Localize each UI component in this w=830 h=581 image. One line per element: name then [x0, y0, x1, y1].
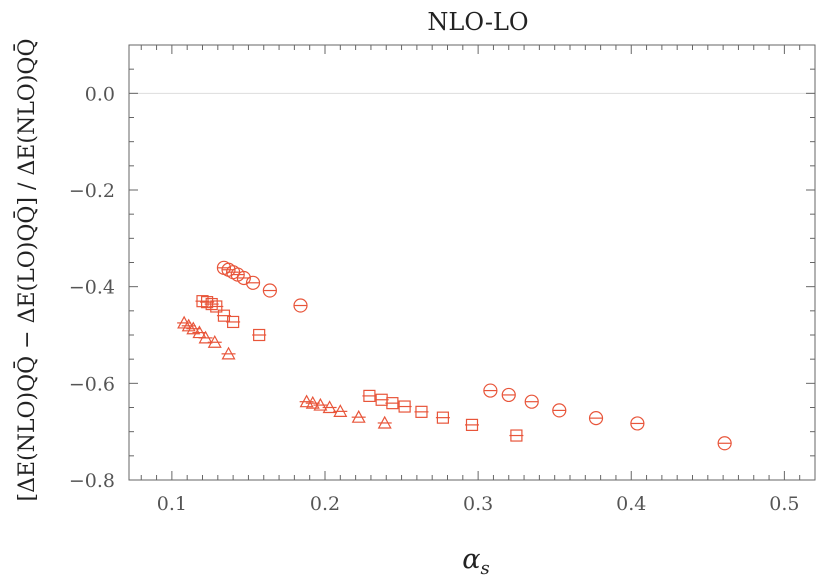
data-point-square: [509, 429, 524, 442]
data-point-square: [385, 397, 400, 410]
data-point-square: [414, 405, 429, 418]
y-axis-ticks: 0.0 −0.2 −0.4 −0.6 −0.8: [69, 44, 815, 492]
data-point-square: [362, 389, 377, 402]
plot-border: [128, 44, 816, 481]
x-tick-label: 0.4: [616, 493, 646, 515]
y-tick-label: −0.2: [69, 180, 115, 202]
data-point-circle: [262, 283, 277, 298]
data-point-circle: [717, 436, 732, 451]
data-point-square: [226, 315, 241, 329]
data-point-triangle: [207, 334, 222, 348]
x-tick-label: 0.1: [157, 493, 187, 515]
data-point-square: [209, 300, 224, 313]
data-point-triangle: [299, 394, 314, 408]
data-point-square: [195, 295, 210, 308]
data-point-triangle: [333, 404, 348, 417]
y-tick-label: −0.8: [69, 470, 115, 492]
data-point-square: [204, 297, 219, 311]
data-point-circle: [524, 394, 539, 409]
data-point-circle: [630, 416, 645, 431]
data-point-triangle: [221, 346, 236, 360]
data-points: [177, 260, 732, 451]
x-tick-label: 0.3: [463, 493, 493, 515]
data-point-square: [216, 309, 231, 322]
data-point-circle: [483, 383, 498, 398]
x-axis-label: αs: [462, 544, 489, 579]
data-point-circle: [245, 275, 261, 290]
data-point-square: [200, 296, 215, 309]
y-tick-label: −0.4: [69, 277, 115, 299]
data-point-triangle: [198, 330, 213, 344]
data-point-square: [252, 328, 267, 342]
y-tick-label: −0.6: [69, 373, 115, 395]
x-tick-label: 0.2: [310, 493, 340, 515]
data-point-circle: [588, 411, 604, 426]
x-tick-label: 0.5: [769, 493, 799, 515]
y-axis-label: [ΔE(NLO)QQ̄ − ΔE(LO)QQ̄] / ΔE(NLO)QQ̄: [13, 39, 40, 502]
data-point-triangle: [351, 409, 366, 423]
x-axis-ticks: 0.1 0.2 0.3 0.4 0.5: [140, 45, 816, 515]
data-point-square: [465, 418, 479, 431]
y-tick-label: 0.0: [85, 83, 115, 105]
data-point-square: [435, 411, 450, 424]
data-point-triangle: [322, 400, 337, 414]
data-point-circle: [552, 403, 567, 418]
data-point-triangle: [305, 395, 320, 409]
plot-frame: [128, 44, 816, 481]
data-point-triangle: [377, 415, 392, 429]
data-point-circle: [293, 298, 308, 313]
chart-title: NLO-LO: [427, 8, 528, 36]
data-point-circle: [501, 387, 516, 403]
data-point-square: [397, 400, 412, 413]
data-point-triangle: [313, 397, 328, 411]
